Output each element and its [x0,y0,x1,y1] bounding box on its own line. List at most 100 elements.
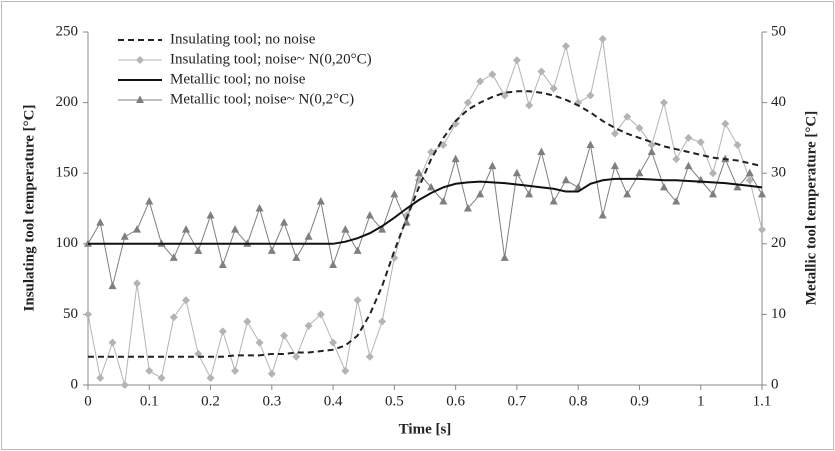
data-point [586,91,595,100]
data-point [549,84,558,93]
data-point [206,373,215,382]
data-point [292,253,301,261]
data-point [255,338,264,347]
x-axis-title: Time [s] [399,421,452,437]
x-tick-label: 0.8 [569,393,588,409]
series-line [88,177,763,245]
data-point [758,225,766,234]
data-point [206,211,215,219]
data-point [451,154,460,163]
y2-axis-title: Metallic tool temperature [°C] [803,111,819,305]
y-tick-label: 200 [56,94,79,110]
x-tick-label: 0.7 [508,393,527,409]
data-point [635,124,644,133]
x-tick-label: 1.1 [753,393,772,409]
data-point [329,338,338,347]
series-line [87,144,763,287]
y2-tick-label: 10 [771,306,786,322]
data-point [255,204,264,212]
data-point [231,225,240,233]
data-point [133,279,142,288]
data-point [672,155,681,164]
data-point [378,317,387,326]
y2-tick-label: 0 [771,376,779,392]
data-point [194,246,203,254]
data-point [733,140,742,149]
x-tick-label: 0.1 [140,393,159,409]
data-point [120,232,129,240]
data-point [390,253,399,262]
data-point [267,369,276,378]
data-point [537,67,546,76]
data-point [549,196,558,205]
series-line [88,90,763,358]
y2-tick-label: 20 [771,235,786,251]
legend-marker [136,56,144,64]
data-point [365,211,374,219]
x-tick-label: 0.6 [446,393,465,409]
data-point [647,140,656,149]
data-point [120,381,129,389]
data-point [451,119,460,128]
data-point [341,366,350,375]
data-point [218,260,227,268]
data-point [365,352,374,361]
data-point [574,182,583,191]
data-point [182,225,191,233]
data-point [623,112,632,121]
legend-label: Metallic tool; noise~ N(0,2°C) [170,91,354,107]
data-point [353,296,362,305]
x-tick-label: 0.9 [630,393,649,409]
data-point [439,196,448,205]
x-tick-label: 0.2 [201,393,220,409]
data-point [84,310,92,319]
x-tick-label: 0.4 [324,393,343,409]
data-point [745,168,754,177]
data-point [133,225,142,233]
data-point [96,218,105,226]
data-point [696,138,705,147]
data-point [586,140,595,148]
data-point [463,98,472,107]
data-point [182,296,191,305]
data-point [292,352,301,361]
y2-tick-label: 30 [771,165,786,181]
y-tick-label: 0 [71,376,79,392]
data-point [745,176,754,185]
data-point [672,196,681,205]
data-point [684,161,693,170]
data-point [684,133,693,142]
data-point [635,168,644,177]
data-point [488,70,497,79]
data-point [280,331,289,340]
data-point [488,161,497,170]
data-point [169,253,178,261]
y2-tick-label: 50 [771,23,786,39]
data-point [231,366,240,375]
data-point [108,338,117,347]
data-point [427,182,436,191]
data-point [610,161,619,170]
data-point [561,175,570,184]
data-point [512,168,521,177]
data-point [561,42,570,51]
legend-label: Metallic tool; no noise [170,71,306,87]
data-point [476,77,485,86]
data-point [598,211,607,219]
data-point [169,313,178,322]
data-point [512,56,521,65]
data-point [316,196,325,205]
data-point [280,218,289,226]
data-point [463,204,472,212]
data-point [96,373,105,382]
data-point [267,246,276,254]
legend-label: Insulating tool; noise~ N(0,20°C) [170,51,372,67]
data-point [304,321,313,330]
legend-label: Insulating tool; no noise [170,31,316,47]
data-point [525,189,534,198]
legend-marker [136,95,144,103]
data-point [218,327,227,336]
data-point [157,373,166,382]
